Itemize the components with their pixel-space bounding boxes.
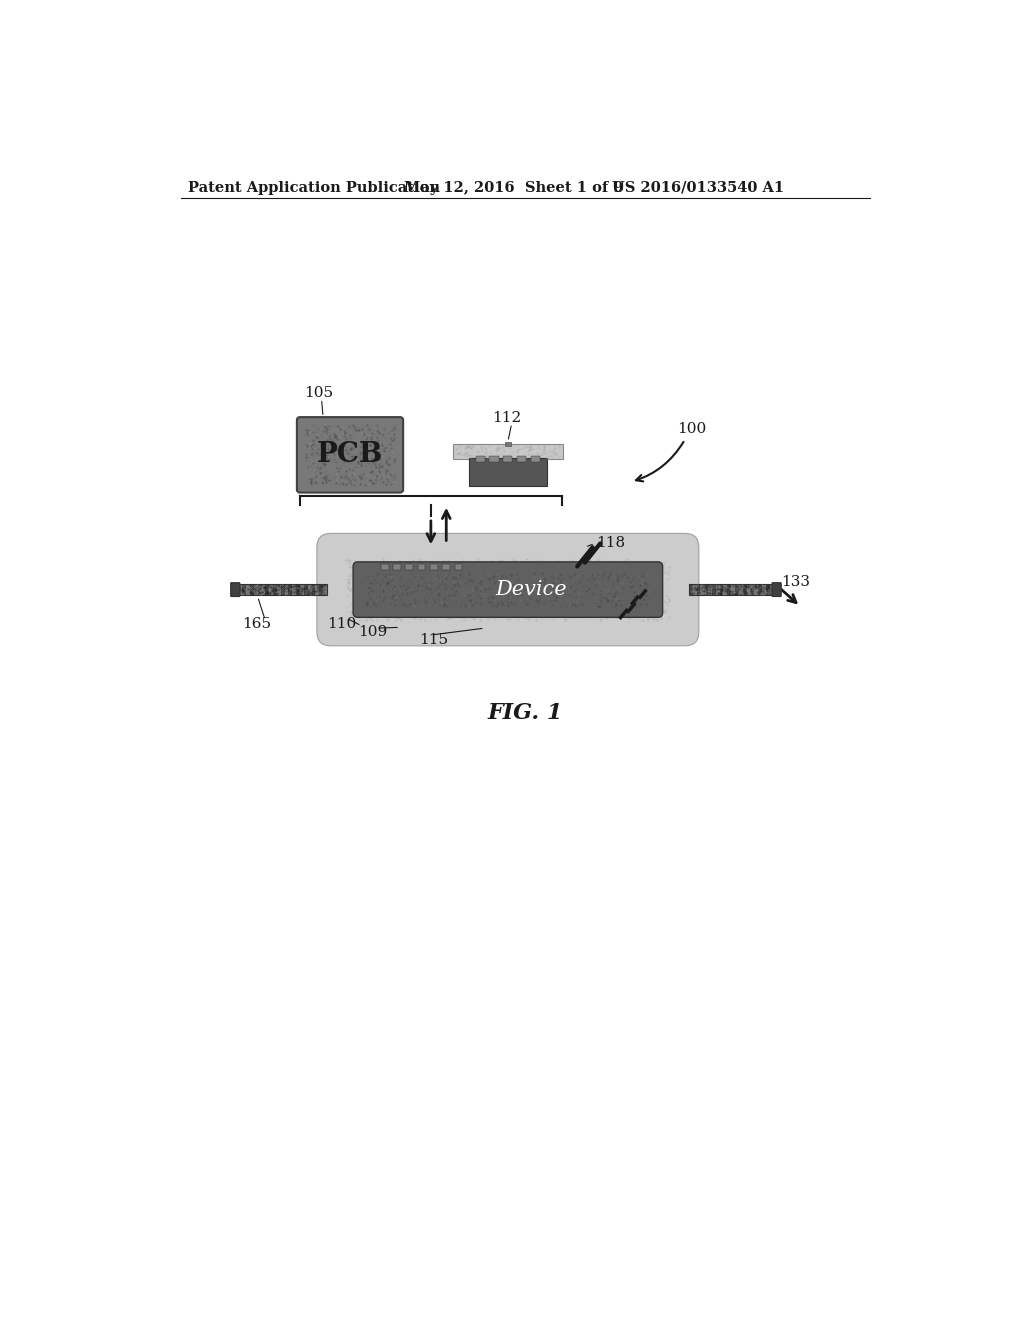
FancyBboxPatch shape — [469, 458, 547, 487]
Bar — [239, 585, 243, 595]
Bar — [393, 564, 400, 570]
Text: Device: Device — [496, 579, 566, 599]
Bar — [289, 585, 292, 595]
Bar — [531, 455, 541, 462]
Text: 112: 112 — [493, 411, 521, 425]
Text: 115: 115 — [419, 632, 449, 647]
Bar — [705, 585, 708, 595]
Bar — [746, 585, 751, 595]
Text: PCB: PCB — [316, 441, 383, 469]
Bar — [731, 585, 735, 595]
Bar — [292, 585, 296, 595]
Bar — [455, 564, 463, 570]
Bar — [304, 585, 307, 595]
Bar — [430, 564, 438, 570]
Bar — [735, 585, 739, 595]
Text: 110: 110 — [327, 618, 356, 631]
Bar — [418, 564, 425, 570]
Bar — [751, 585, 755, 595]
Bar — [276, 585, 281, 595]
Bar — [739, 585, 742, 595]
Bar — [307, 585, 311, 595]
Bar — [724, 585, 727, 595]
Bar — [273, 585, 276, 595]
Text: 105: 105 — [304, 387, 333, 400]
Text: US 2016/0133540 A1: US 2016/0133540 A1 — [611, 181, 784, 194]
Bar — [727, 585, 731, 595]
Bar — [720, 585, 724, 595]
FancyBboxPatch shape — [353, 562, 663, 618]
Bar — [742, 585, 746, 595]
Bar — [281, 585, 285, 595]
FancyBboxPatch shape — [454, 444, 562, 459]
Bar — [319, 585, 323, 595]
Bar — [700, 585, 705, 595]
Bar — [755, 585, 758, 595]
Bar — [285, 585, 289, 595]
Bar — [323, 585, 327, 595]
Bar — [716, 585, 720, 595]
Bar — [234, 585, 327, 595]
Bar — [300, 585, 304, 595]
Bar — [265, 585, 269, 595]
Bar — [689, 585, 692, 595]
Bar — [254, 585, 258, 595]
Bar — [261, 585, 265, 595]
Bar — [246, 585, 250, 595]
Bar — [505, 442, 511, 446]
FancyBboxPatch shape — [316, 533, 698, 645]
Bar — [442, 564, 451, 570]
Text: 133: 133 — [781, 576, 810, 589]
Bar — [381, 564, 388, 570]
Bar — [773, 585, 777, 595]
Bar — [475, 455, 484, 462]
Bar — [243, 585, 246, 595]
Bar — [712, 585, 716, 595]
Text: 109: 109 — [357, 624, 387, 639]
Text: FIG. 1: FIG. 1 — [487, 702, 562, 723]
FancyBboxPatch shape — [230, 582, 240, 597]
Text: 118: 118 — [596, 536, 626, 550]
Bar — [696, 585, 700, 595]
Bar — [489, 455, 499, 462]
Bar — [269, 585, 273, 595]
Text: May 12, 2016  Sheet 1 of 9: May 12, 2016 Sheet 1 of 9 — [403, 181, 624, 194]
Bar — [258, 585, 261, 595]
FancyBboxPatch shape — [772, 582, 781, 597]
FancyBboxPatch shape — [297, 417, 403, 492]
Bar — [517, 455, 526, 462]
Text: 100: 100 — [677, 421, 707, 436]
Text: 165: 165 — [243, 618, 271, 631]
Bar — [689, 585, 777, 595]
Bar — [692, 585, 696, 595]
Bar — [311, 585, 315, 595]
Bar — [770, 585, 773, 595]
Bar — [296, 585, 300, 595]
Bar — [762, 585, 766, 595]
Bar — [406, 564, 413, 570]
Bar — [315, 585, 319, 595]
Text: Patent Application Publication: Patent Application Publication — [188, 181, 440, 194]
Bar — [234, 585, 239, 595]
Bar — [503, 455, 512, 462]
Bar — [766, 585, 770, 595]
Bar — [250, 585, 254, 595]
Bar — [708, 585, 712, 595]
Bar — [758, 585, 762, 595]
